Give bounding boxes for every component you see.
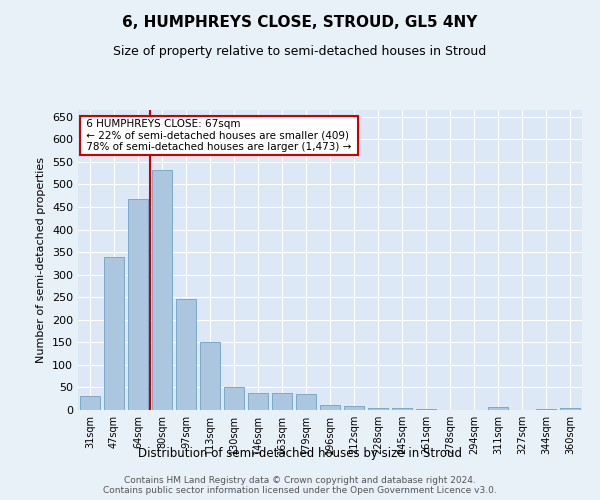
Bar	[200, 342, 220, 410]
Bar	[176, 300, 196, 410]
Text: Size of property relative to semi-detached houses in Stroud: Size of property relative to semi-detach…	[113, 45, 487, 58]
Bar	[344, 406, 364, 410]
Bar	[416, 408, 436, 410]
Bar	[128, 199, 148, 410]
Bar	[296, 394, 316, 410]
Text: Contains HM Land Registry data © Crown copyright and database right 2024.
Contai: Contains HM Land Registry data © Crown c…	[103, 476, 497, 495]
Bar	[272, 394, 292, 410]
Bar	[248, 394, 268, 410]
Bar	[80, 396, 100, 410]
Bar	[368, 408, 388, 410]
Y-axis label: Number of semi-detached properties: Number of semi-detached properties	[37, 157, 46, 363]
Bar	[536, 408, 556, 410]
Bar	[392, 408, 412, 410]
Bar	[488, 407, 508, 410]
Bar	[560, 408, 580, 410]
Bar	[320, 404, 340, 410]
Text: 6 HUMPHREYS CLOSE: 67sqm 
 ← 22% of semi-detached houses are smaller (409) 
 78%: 6 HUMPHREYS CLOSE: 67sqm ← 22% of semi-d…	[83, 119, 355, 152]
Text: Distribution of semi-detached houses by size in Stroud: Distribution of semi-detached houses by …	[138, 448, 462, 460]
Text: 6, HUMPHREYS CLOSE, STROUD, GL5 4NY: 6, HUMPHREYS CLOSE, STROUD, GL5 4NY	[122, 15, 478, 30]
Bar	[152, 170, 172, 410]
Bar	[104, 256, 124, 410]
Bar	[224, 388, 244, 410]
